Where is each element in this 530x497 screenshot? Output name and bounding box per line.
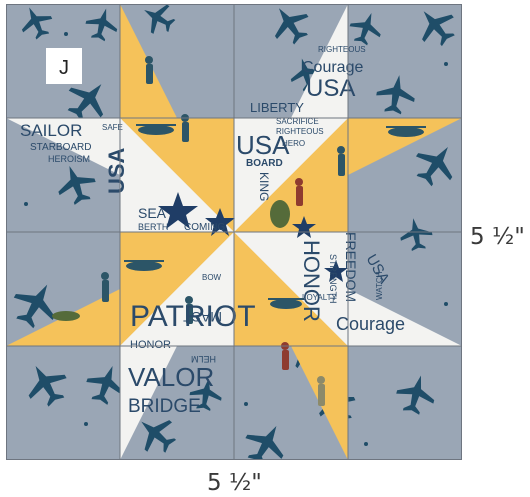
- fabric-word: Courage: [336, 314, 405, 334]
- fabric-word: BOARD: [246, 158, 283, 169]
- fabric-word: SEA: [138, 205, 167, 221]
- dimension-width: 5 ½": [207, 470, 262, 496]
- fabric-word: VALOR: [128, 362, 214, 392]
- fabric-word: BRIDGE: [128, 396, 201, 417]
- dimension-height: 5 ½": [470, 224, 525, 250]
- seam-lines: [6, 4, 462, 460]
- fabric-word: RIGHTEOUS: [276, 127, 324, 136]
- fabric-word: COMING: [184, 222, 225, 233]
- fabric-word: FREEDOM: [343, 232, 359, 302]
- fabric-word: SAILOR: [20, 121, 82, 140]
- navy-star-motifs: [158, 192, 348, 282]
- fabric-word: BOW: [202, 273, 222, 282]
- soldier-motifs: [52, 56, 426, 406]
- fabric-word: SACRIFICE: [276, 117, 319, 126]
- fabric-word: HERO: [282, 139, 305, 148]
- fabric-word: USA: [236, 130, 290, 160]
- fabric-word: USA: [104, 147, 129, 194]
- fabric-word: KING: [257, 172, 271, 201]
- fabric-word: USA: [306, 75, 355, 102]
- fabric-word: WATCH: [375, 271, 384, 300]
- fabric-word: RIGHTEOUS: [318, 45, 366, 54]
- fabric-word: HEROISM: [48, 154, 90, 164]
- block-label: J: [59, 57, 69, 79]
- fabric-word: STARBOARD: [30, 142, 92, 153]
- fabric-word: LIBERTY: [250, 100, 304, 115]
- quilt-block: SAILOR STARBOARD HEROISM USA SEA BERTH C…: [6, 4, 462, 460]
- fabric-word: LOYALTY: [302, 293, 337, 302]
- fabric-word: SAFE: [102, 123, 123, 132]
- fabric-word: STRENGTH: [328, 254, 338, 304]
- fabric-print-words: SAILOR STARBOARD HEROISM USA SEA BERTH C…: [20, 45, 405, 417]
- fabric-word: MAST: [183, 309, 222, 325]
- fabric-word: HELM: [191, 354, 216, 364]
- fabric-word: HONOR: [130, 339, 171, 351]
- fabric-word: HONOR: [299, 240, 324, 322]
- fabric-word: BERTH: [138, 222, 168, 232]
- fabric-word: PATRIOT: [130, 300, 256, 333]
- fabric-word: Courage: [302, 59, 363, 76]
- block-label-box: [46, 48, 82, 84]
